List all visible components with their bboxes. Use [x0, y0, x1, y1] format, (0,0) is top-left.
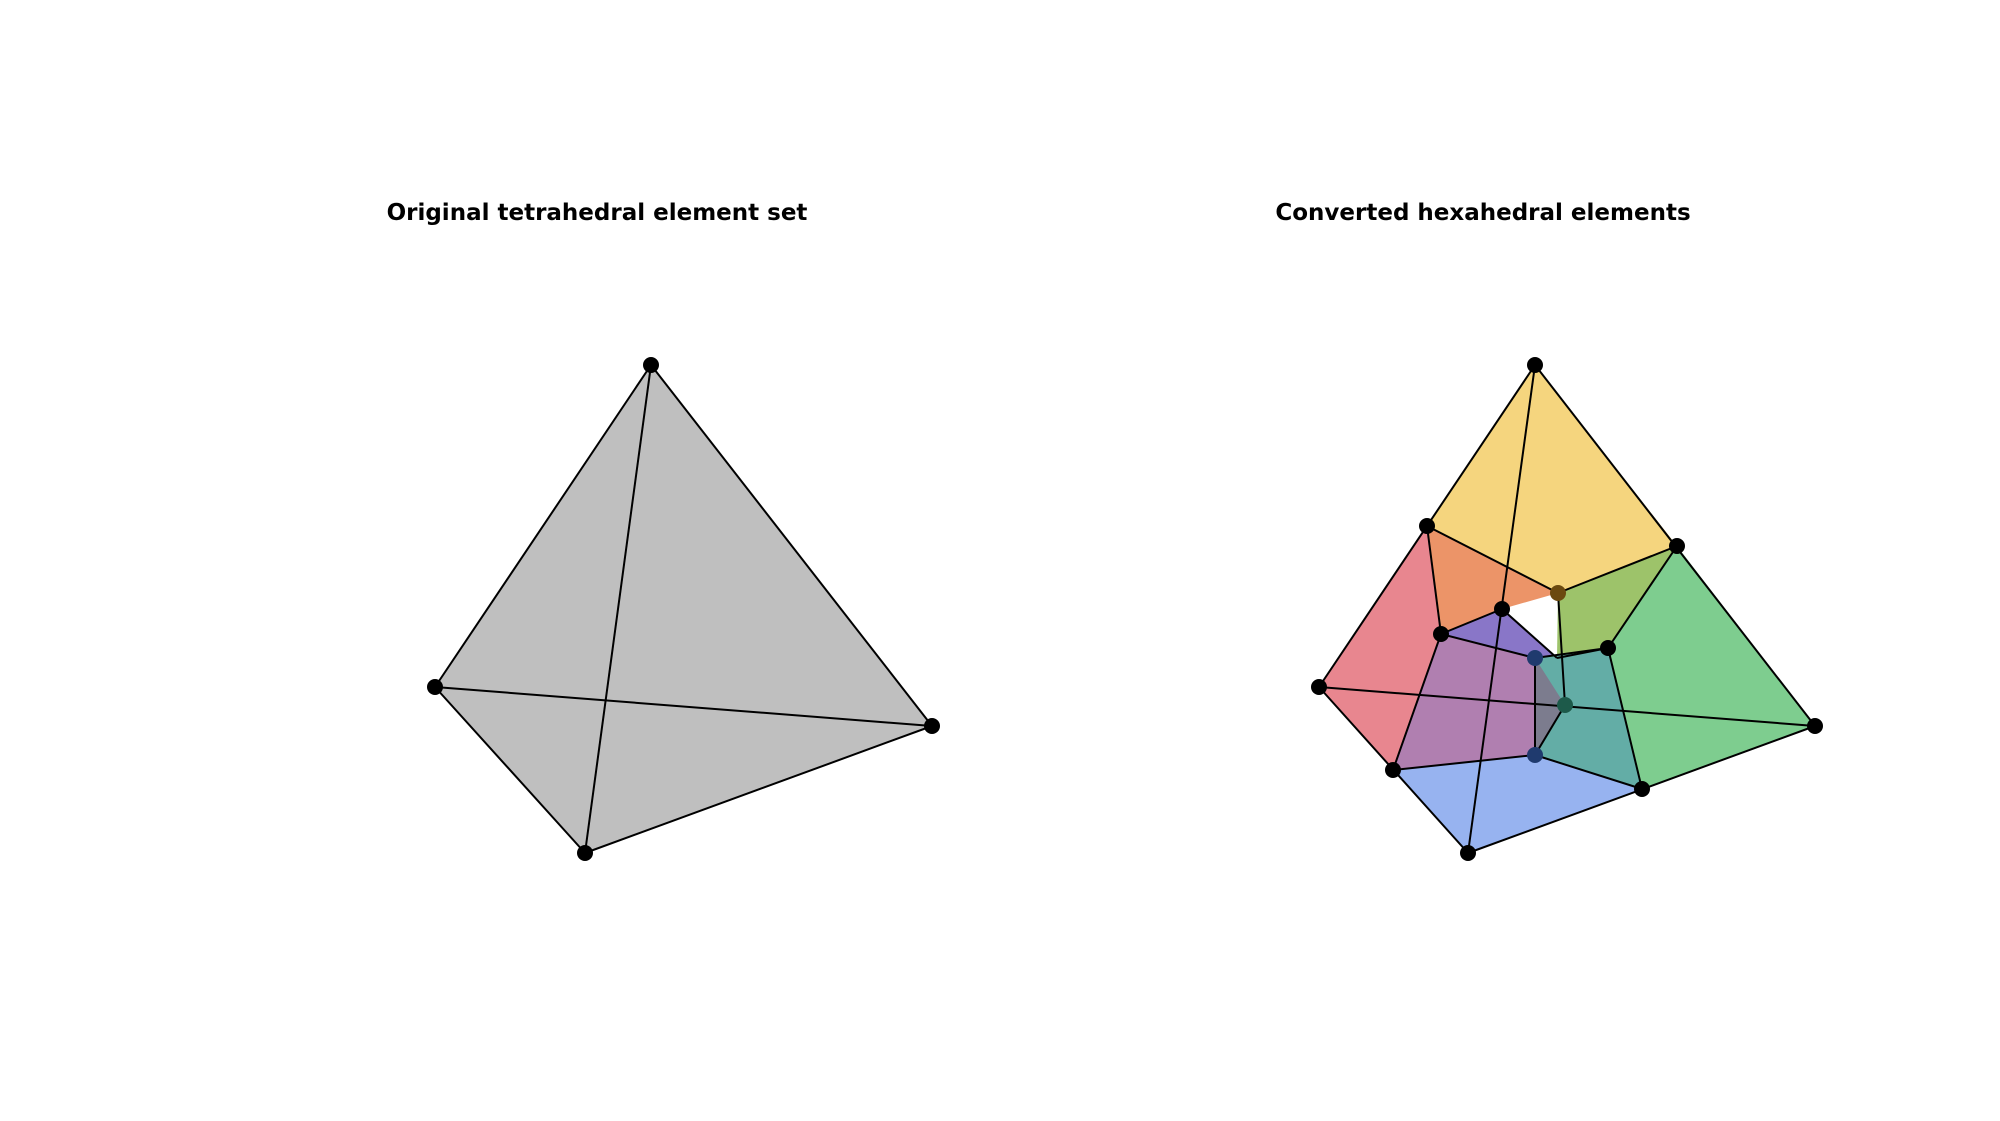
hexahedral-diagram [1311, 357, 1823, 861]
hex-edge [1534, 647, 1609, 659]
hex-vertex [1669, 538, 1685, 554]
hex-top-right-overlap [1557, 546, 1677, 658]
tet-edge [584, 725, 933, 854]
tet-vertex [427, 679, 443, 695]
hex-right-region [1608, 546, 1815, 789]
hex-hidden-vertex [1550, 585, 1566, 601]
hex-hidden-vertex [1527, 747, 1543, 763]
tet-edge [650, 364, 933, 727]
tet-vertex [577, 845, 593, 861]
hex-center-side-face [1535, 658, 1565, 755]
hex-edge [1440, 608, 1503, 635]
hex-left-front-overlap [1393, 634, 1535, 770]
right-panel-title: Converted hexahedral elements [1275, 200, 1691, 226]
hex-vertex [1527, 357, 1543, 373]
hex-edge [1426, 525, 1442, 635]
tetrahedron-diagram [427, 357, 940, 861]
hex-vertex [1807, 718, 1823, 734]
hex-front-region [1393, 755, 1642, 853]
hex-edge [1534, 704, 1566, 756]
tet-edge [434, 686, 933, 727]
hex-edge [1392, 754, 1536, 771]
hex-edge [1440, 633, 1536, 659]
tet-vertex [924, 718, 940, 734]
tet-edge [434, 364, 652, 688]
tet-vertex [643, 357, 659, 373]
hex-edge [1501, 608, 1558, 659]
hex-left-region [1319, 526, 1441, 770]
hex-vertex [1460, 845, 1476, 861]
hex-vertex [1385, 762, 1401, 778]
hex-hidden-vertex [1557, 697, 1573, 713]
tetrahedron-silhouette [435, 365, 932, 853]
hex-right-front-overlap [1535, 648, 1642, 789]
hex-edge [1607, 647, 1643, 790]
hex-top-left-overlap [1427, 526, 1558, 634]
tet-edge [584, 364, 652, 854]
hex-center-top-face [1441, 609, 1608, 658]
hex-edge [1557, 592, 1566, 706]
hex-vertex [1494, 601, 1510, 617]
hex-vertex [1311, 679, 1327, 695]
tet-edge [434, 686, 586, 854]
hex-edge [1607, 545, 1678, 649]
hex-edge [1392, 633, 1442, 771]
hex-vertex [1634, 781, 1650, 797]
hex-edge [1426, 525, 1559, 594]
hex-vertex [1433, 626, 1449, 642]
hex-hidden-vertex [1527, 650, 1543, 666]
hex-edge [1534, 754, 1643, 790]
hex-vertex [1600, 640, 1616, 656]
hex-vertex [1419, 518, 1435, 534]
hex-top-region [1427, 365, 1677, 593]
hex-edge [1557, 545, 1678, 594]
left-panel-title: Original tetrahedral element set [386, 200, 808, 226]
